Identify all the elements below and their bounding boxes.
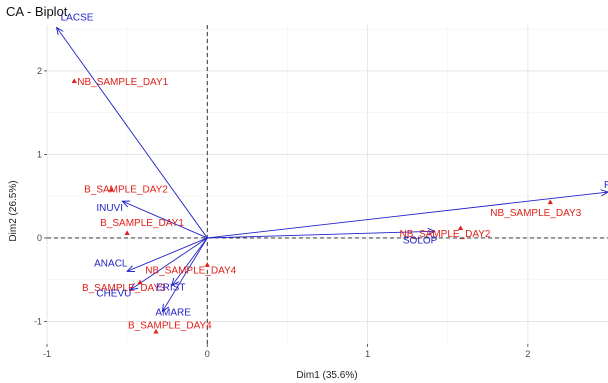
row-point (137, 279, 143, 285)
axes: -1 0 1 2 -1 0 1 2 (34, 66, 530, 359)
row-point (547, 199, 553, 205)
row-label: NB_SAMPLE_DAY4 (145, 266, 236, 277)
y-tick-label: 1 (37, 149, 42, 159)
reference-lines (47, 25, 608, 344)
row-label: B_SAMPLE_DAY1 (100, 218, 184, 229)
x-tick-label: 2 (525, 349, 530, 359)
row-label: NB_SAMPLE_DAY3 (490, 208, 581, 219)
row-label: B_SAMPLE_DAY4 (128, 320, 212, 331)
row-point (71, 78, 77, 84)
column-label: INUVI (96, 203, 123, 214)
column-label: POROL (604, 180, 608, 191)
row-label: NB_SAMPLE_DAY1 (77, 77, 168, 88)
column-arrow (130, 237, 208, 290)
row-point (153, 328, 159, 334)
x-tick-label: 1 (365, 349, 370, 359)
column-arrow (207, 192, 608, 239)
column-arrow (207, 231, 435, 239)
y-tick-label: -1 (34, 316, 42, 326)
row-label: B_SAMPLE_DAY3 (82, 283, 166, 294)
plot-panel (47, 25, 608, 344)
x-axis-title: Dim1 (35.6%) (296, 370, 357, 381)
column-arrow (122, 201, 208, 239)
column-label: ANACL (94, 258, 128, 269)
column-label: ERIST (156, 283, 185, 294)
y-tick-label: 2 (37, 66, 42, 76)
point-labels: NB_SAMPLE_DAY1 B_SAMPLE_DAY2 B_SAMPLE_DAY1… (61, 13, 608, 332)
row-point (108, 186, 114, 192)
chart-title: CA - Biplot (6, 4, 68, 19)
column-arrow (57, 28, 208, 239)
x-tick-label: -1 (43, 349, 51, 359)
y-tick-label: 0 (37, 233, 42, 243)
row-points (71, 78, 553, 334)
grid-layer (46, 25, 608, 344)
column-arrow (127, 237, 208, 271)
column-label: AMARE (155, 307, 191, 318)
row-point (457, 225, 464, 231)
row-label: B_SAMPLE_DAY2 (84, 185, 168, 196)
column-arrow (172, 237, 208, 286)
row-label: NB_SAMPLE_DAY2 (400, 229, 491, 240)
row-point (124, 230, 130, 236)
column-label: SOLOP (403, 235, 438, 246)
row-point (204, 262, 210, 267)
column-label: CHEVU (96, 289, 131, 300)
column-arrow (162, 237, 208, 311)
column-arrows (57, 28, 608, 312)
x-tick-label: 0 (205, 349, 210, 359)
column-label: LACSE (61, 13, 94, 24)
y-axis-title: Dim2 (26.5%) (8, 180, 19, 241)
